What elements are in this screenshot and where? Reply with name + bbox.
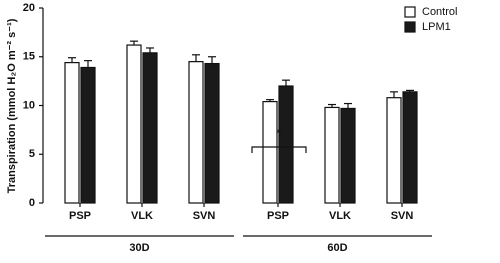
- bar: [126, 44, 142, 204]
- group-label: 30D: [129, 242, 149, 254]
- y-tick-label: 20: [23, 2, 35, 14]
- x-tick-label: SVN: [391, 210, 414, 222]
- bar: [204, 62, 220, 204]
- annotation: *: [276, 125, 282, 141]
- x-tick-label: VLK: [329, 210, 351, 222]
- x-tick-label: PSP: [69, 210, 91, 222]
- legend-label: Control: [422, 6, 457, 18]
- bar: [64, 61, 80, 204]
- y-axis-label: Transpiration (mmol H₂O m⁻² s⁻¹): [6, 18, 18, 193]
- bar: [142, 52, 158, 204]
- y-tick-label: 15: [23, 51, 35, 63]
- bar: [262, 100, 278, 204]
- y-tick-label: 10: [23, 99, 35, 111]
- x-tick-label: PSP: [267, 210, 289, 222]
- y-tick-label: 5: [29, 148, 35, 160]
- x-tick-label: SVN: [193, 210, 216, 222]
- group-label: 60D: [327, 242, 347, 254]
- bar: [324, 106, 340, 204]
- bar: [188, 61, 204, 204]
- bar: [386, 97, 402, 204]
- legend-swatch: [404, 21, 416, 33]
- bar: [340, 107, 356, 204]
- legend-label: LPM1: [422, 21, 451, 33]
- significance-bracket: [251, 146, 307, 153]
- legend-swatch: [404, 6, 416, 18]
- y-tick-label: 0: [29, 197, 35, 209]
- bar: [80, 66, 96, 204]
- bar: [402, 91, 418, 204]
- x-tick-label: VLK: [131, 210, 153, 222]
- bar: [278, 85, 294, 204]
